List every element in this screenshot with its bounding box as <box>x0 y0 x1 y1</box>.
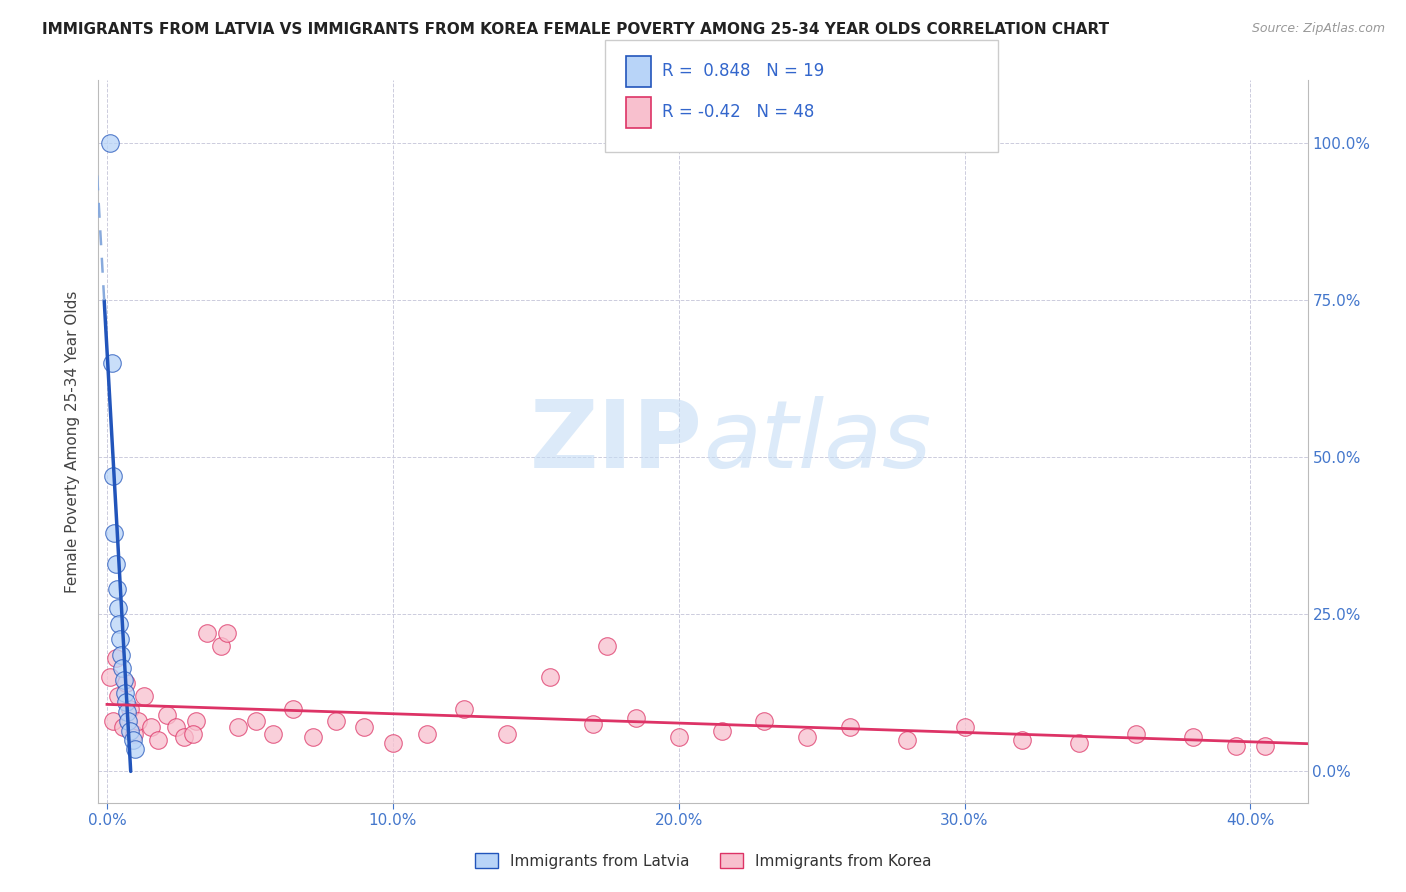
Point <box>281 701 304 715</box>
Point <box>353 720 375 734</box>
Point <box>596 639 619 653</box>
Point <box>101 714 124 728</box>
Point <box>122 727 145 741</box>
Point <box>668 730 690 744</box>
Text: R = -0.42   N = 48: R = -0.42 N = 48 <box>662 103 814 121</box>
Point <box>127 714 149 728</box>
Point <box>1225 739 1247 754</box>
Point <box>754 714 776 728</box>
Point <box>453 701 475 715</box>
Point <box>245 714 267 728</box>
Point <box>195 626 218 640</box>
Point <box>953 720 976 734</box>
Point <box>710 723 733 738</box>
Point <box>165 720 187 734</box>
Point <box>121 733 143 747</box>
Text: IMMIGRANTS FROM LATVIA VS IMMIGRANTS FROM KOREA FEMALE POVERTY AMONG 25-34 YEAR : IMMIGRANTS FROM LATVIA VS IMMIGRANTS FRO… <box>42 22 1109 37</box>
Point <box>107 689 129 703</box>
Y-axis label: Female Poverty Among 25-34 Year Olds: Female Poverty Among 25-34 Year Olds <box>65 291 80 592</box>
Point <box>416 727 439 741</box>
Point <box>209 639 232 653</box>
Text: atlas: atlas <box>703 396 931 487</box>
Point <box>624 711 647 725</box>
Point <box>120 723 142 738</box>
Point <box>124 742 146 756</box>
Point <box>215 626 238 640</box>
Point <box>108 632 131 647</box>
Point <box>325 714 347 728</box>
Point <box>301 730 323 744</box>
Point <box>112 673 135 688</box>
Point <box>117 714 139 728</box>
Point <box>1011 733 1033 747</box>
Point <box>103 525 125 540</box>
Point <box>1254 739 1277 754</box>
Point <box>1067 736 1090 750</box>
Point <box>101 356 124 370</box>
Point <box>839 720 862 734</box>
Point <box>105 582 128 597</box>
Point <box>148 733 170 747</box>
Point <box>134 689 156 703</box>
Point <box>896 733 918 747</box>
Point <box>118 701 141 715</box>
Point <box>114 676 136 690</box>
Text: ZIP: ZIP <box>530 395 703 488</box>
Point <box>107 601 129 615</box>
Point <box>228 720 250 734</box>
Point <box>98 670 121 684</box>
Point <box>184 714 207 728</box>
Point <box>111 661 134 675</box>
Text: R =  0.848   N = 19: R = 0.848 N = 19 <box>662 62 824 80</box>
Point <box>108 616 131 631</box>
Legend: Immigrants from Latvia, Immigrants from Korea: Immigrants from Latvia, Immigrants from … <box>468 847 938 875</box>
Point <box>115 695 138 709</box>
Point <box>156 707 179 722</box>
Point <box>538 670 561 684</box>
Point <box>496 727 519 741</box>
Point <box>1125 727 1147 741</box>
Point <box>114 686 136 700</box>
Point <box>141 720 163 734</box>
Point <box>104 651 127 665</box>
Point <box>173 730 195 744</box>
Point <box>111 720 134 734</box>
Point <box>796 730 818 744</box>
Point <box>100 136 122 150</box>
Point <box>104 557 127 571</box>
Text: Source: ZipAtlas.com: Source: ZipAtlas.com <box>1251 22 1385 36</box>
Point <box>582 717 605 731</box>
Point <box>110 648 132 662</box>
Point <box>103 469 125 483</box>
Point <box>381 736 404 750</box>
Point <box>181 727 204 741</box>
Point <box>262 727 284 741</box>
Point <box>115 705 138 719</box>
Point <box>1182 730 1205 744</box>
